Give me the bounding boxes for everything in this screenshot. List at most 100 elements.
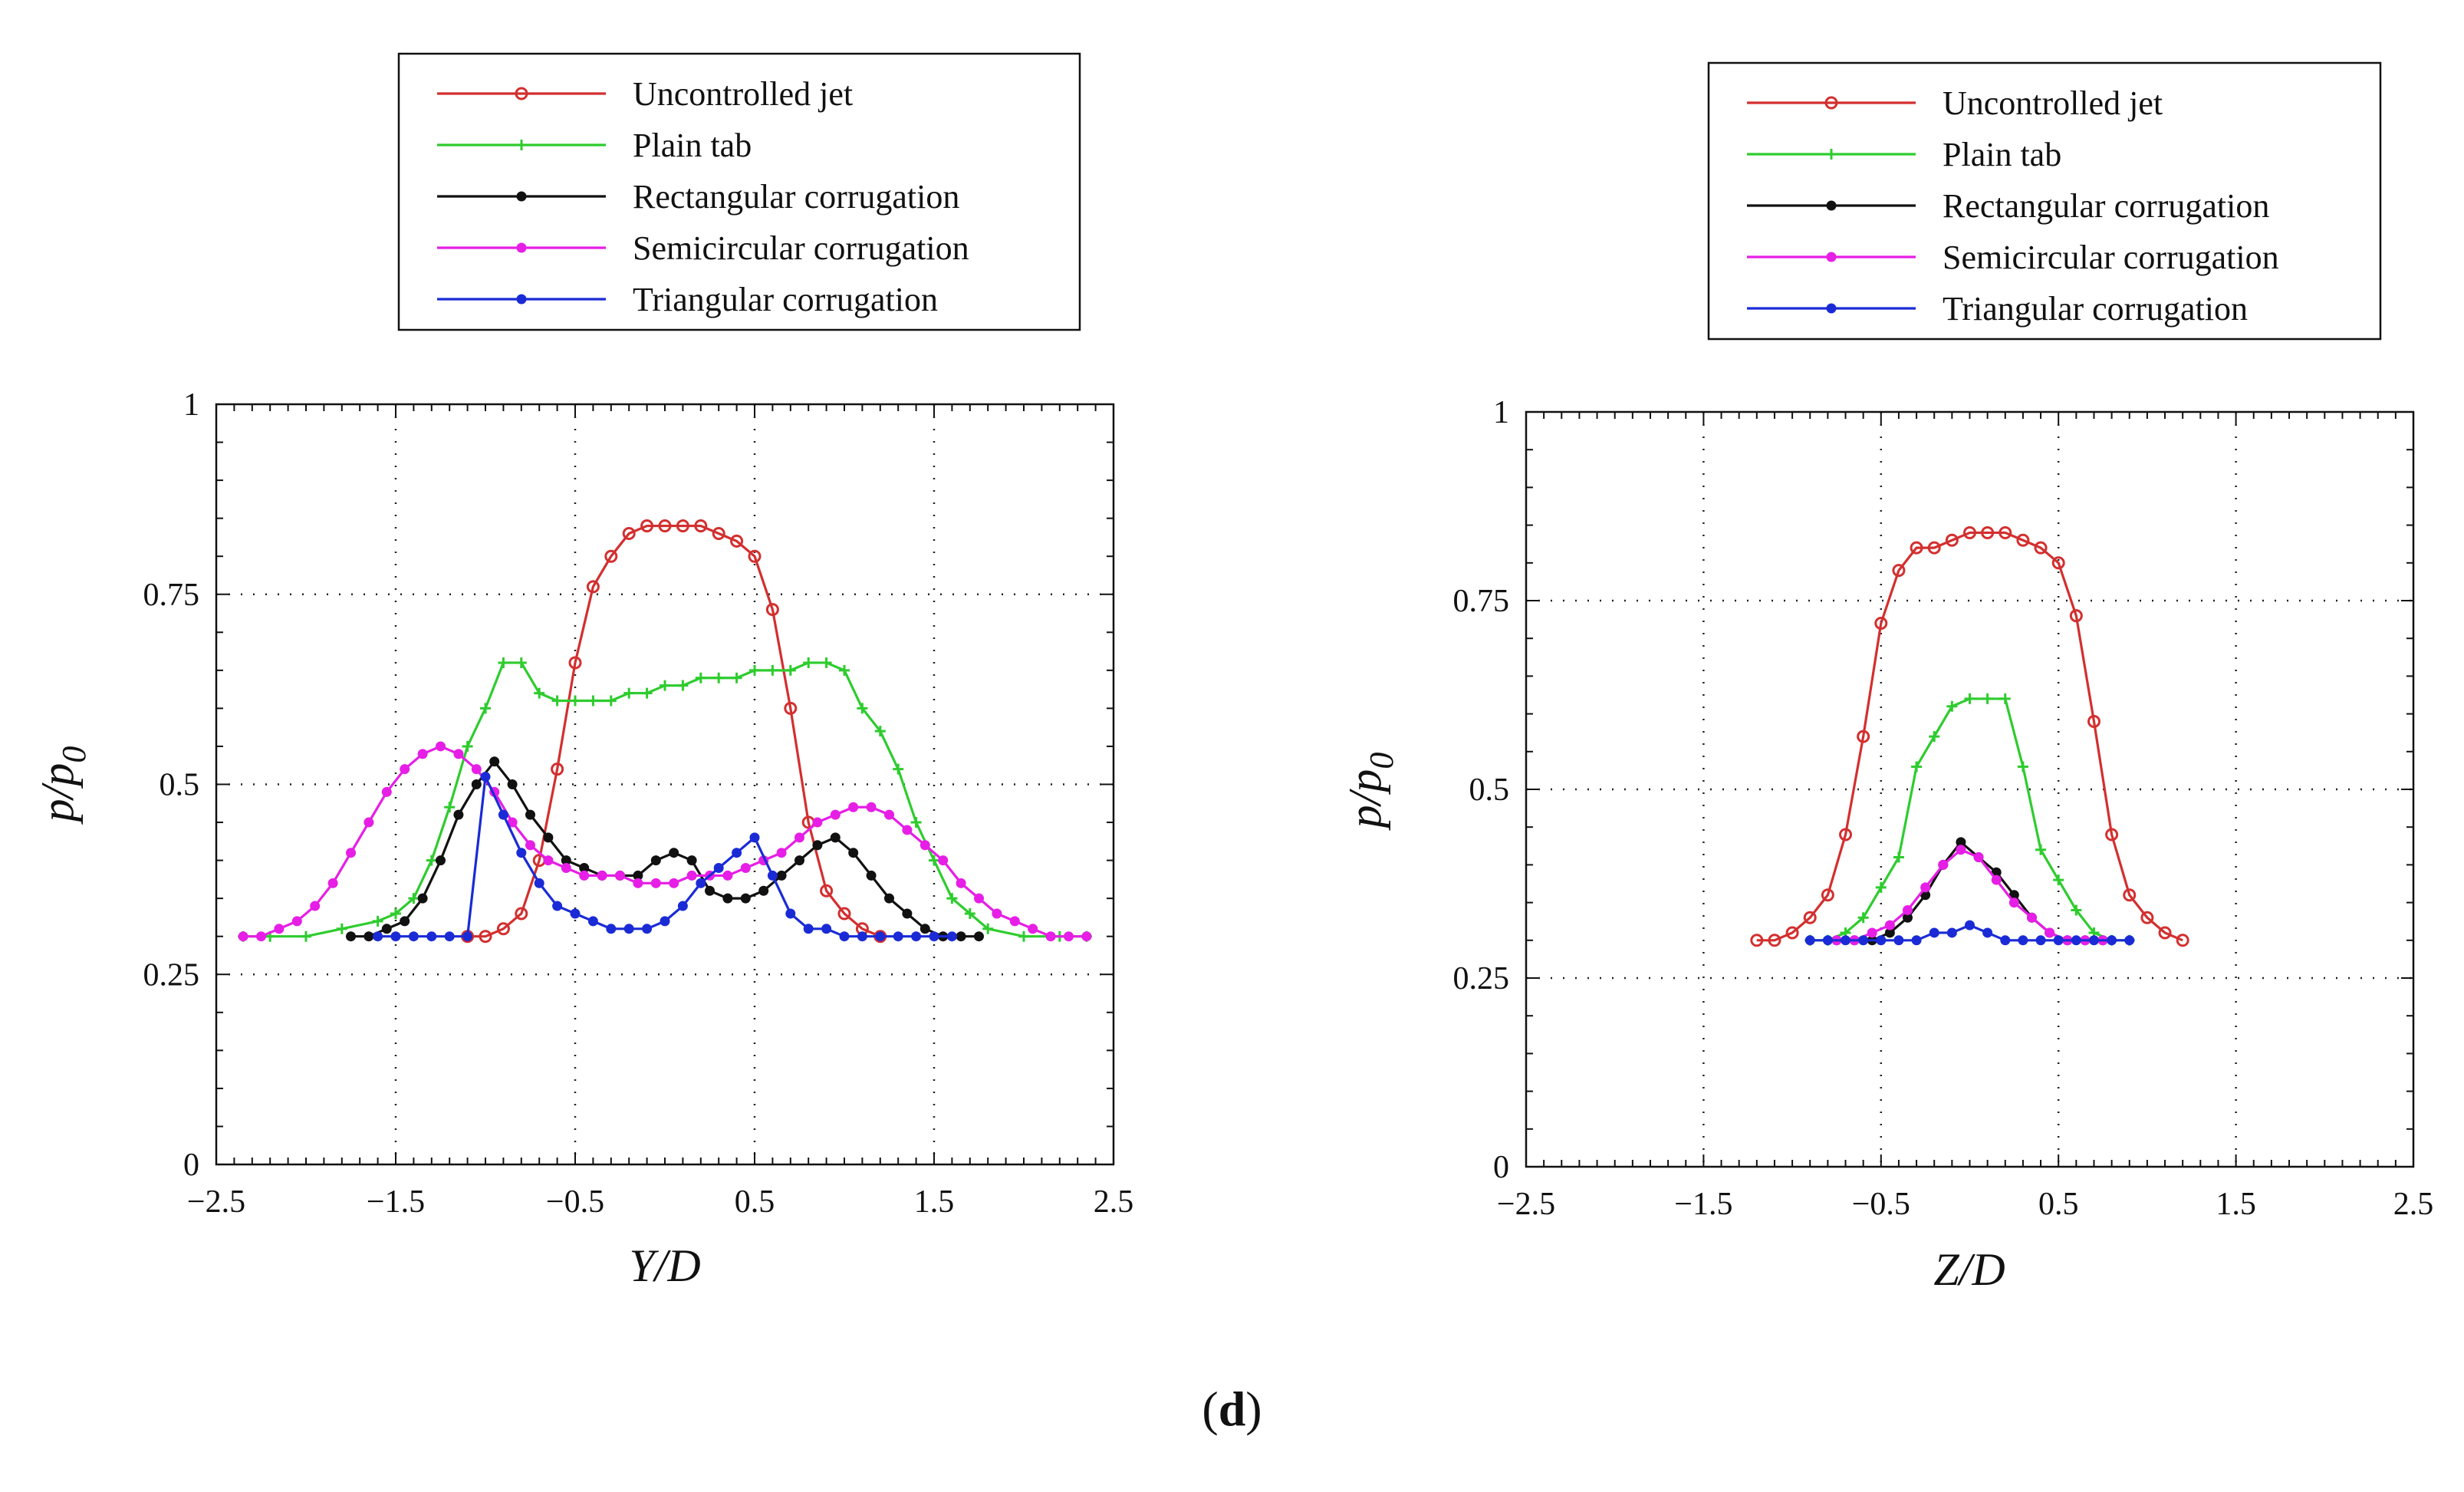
data-point xyxy=(381,924,392,934)
data-point xyxy=(426,931,437,942)
y-axis-label-main: p/p xyxy=(1340,769,1390,832)
data-point xyxy=(677,680,689,691)
data-point xyxy=(2035,935,2046,946)
data-point xyxy=(2124,935,2135,946)
x-axis-label: Y/D xyxy=(629,1240,700,1291)
data-point xyxy=(462,931,473,942)
legend-marker xyxy=(1824,96,1838,110)
data-point xyxy=(498,809,508,820)
x-tick-label: −0.5 xyxy=(546,1184,604,1220)
data-point xyxy=(543,855,554,866)
data-point xyxy=(848,802,859,812)
data-point xyxy=(1028,924,1038,934)
data-point xyxy=(642,924,653,934)
data-point xyxy=(1911,761,1923,772)
data-point xyxy=(515,657,527,668)
data-point xyxy=(623,924,634,934)
data-point xyxy=(857,703,868,714)
data-point xyxy=(874,726,886,737)
data-point xyxy=(866,802,877,812)
data-point xyxy=(857,931,867,942)
data-point xyxy=(390,907,401,919)
y-axis-label-main: p/p xyxy=(32,763,83,825)
data-point xyxy=(749,664,760,676)
data-point xyxy=(1857,730,1870,743)
data-point xyxy=(2176,934,2189,947)
legend-marker xyxy=(516,140,527,150)
data-point xyxy=(586,580,600,594)
data-point xyxy=(291,916,302,927)
data-point xyxy=(974,931,984,942)
data-point xyxy=(400,916,410,927)
data-point xyxy=(992,908,1002,919)
data-point xyxy=(301,930,311,942)
data-point xyxy=(400,764,410,775)
data-point xyxy=(390,931,401,942)
legend-label: Semicircular corrugation xyxy=(1943,239,2279,276)
data-point xyxy=(525,840,535,851)
legend-marker xyxy=(1826,149,1837,160)
data-point xyxy=(686,870,697,881)
data-point xyxy=(765,603,779,617)
data-point xyxy=(785,908,796,919)
data-point xyxy=(551,762,564,776)
legend-label: Rectangular corrugation xyxy=(633,178,959,216)
data-point xyxy=(1973,852,1984,863)
data-point xyxy=(650,878,661,888)
data-point xyxy=(712,526,725,540)
data-point xyxy=(1903,904,1913,915)
legend-marker xyxy=(1826,252,1837,262)
data-point xyxy=(2000,935,2011,946)
data-point xyxy=(1839,828,1853,842)
series-2 xyxy=(238,657,1092,942)
data-point xyxy=(902,908,913,919)
series-line xyxy=(1756,531,2183,942)
x-tick-label: 0.5 xyxy=(735,1184,775,1220)
data-point xyxy=(310,901,321,911)
data-point xyxy=(1874,617,1888,631)
y-tick-label: 0 xyxy=(183,1148,199,1183)
caption-open: ( xyxy=(1202,1382,1219,1436)
data-point xyxy=(929,931,939,942)
data-point xyxy=(767,870,778,881)
data-point xyxy=(1920,882,1931,893)
data-point xyxy=(884,893,894,904)
data-point xyxy=(622,526,636,540)
y-axis-label-subscript: 0 xyxy=(55,746,93,763)
data-point xyxy=(1927,541,1941,555)
data-point xyxy=(1946,927,1957,938)
data-point xyxy=(605,695,617,706)
legend-marker xyxy=(516,294,527,305)
data-point xyxy=(830,809,841,820)
x-tick-label: −2.5 xyxy=(1497,1187,1555,1222)
panel-1-grid xyxy=(216,404,1114,1164)
data-point xyxy=(676,519,689,533)
data-point xyxy=(436,855,446,866)
series-line xyxy=(467,524,881,938)
data-point xyxy=(982,923,994,934)
panel-1-ticks xyxy=(215,403,1114,1165)
data-point xyxy=(534,687,545,699)
data-point xyxy=(1064,931,1074,942)
x-axis-label: Z/D xyxy=(1933,1244,2005,1295)
data-point xyxy=(803,657,814,668)
data-point xyxy=(2053,874,2064,886)
data-point xyxy=(256,931,266,942)
y-tick-label: 0.25 xyxy=(1453,961,1510,996)
data-point xyxy=(633,878,643,888)
legend-label: Semicircular corrugation xyxy=(633,229,969,267)
data-point xyxy=(346,931,356,942)
data-point xyxy=(2034,541,2048,555)
plot-frame xyxy=(1525,410,2415,1168)
data-point xyxy=(848,848,859,858)
data-point xyxy=(471,779,482,789)
x-tick-label: 1.5 xyxy=(2216,1187,2256,1222)
data-point xyxy=(568,656,582,670)
y-tick-label: 0 xyxy=(1493,1150,1509,1185)
data-point xyxy=(713,863,724,874)
data-point xyxy=(812,840,823,851)
data-point xyxy=(480,703,491,714)
data-point xyxy=(660,916,670,927)
data-point xyxy=(479,930,492,944)
plot-frame xyxy=(215,403,1115,1166)
